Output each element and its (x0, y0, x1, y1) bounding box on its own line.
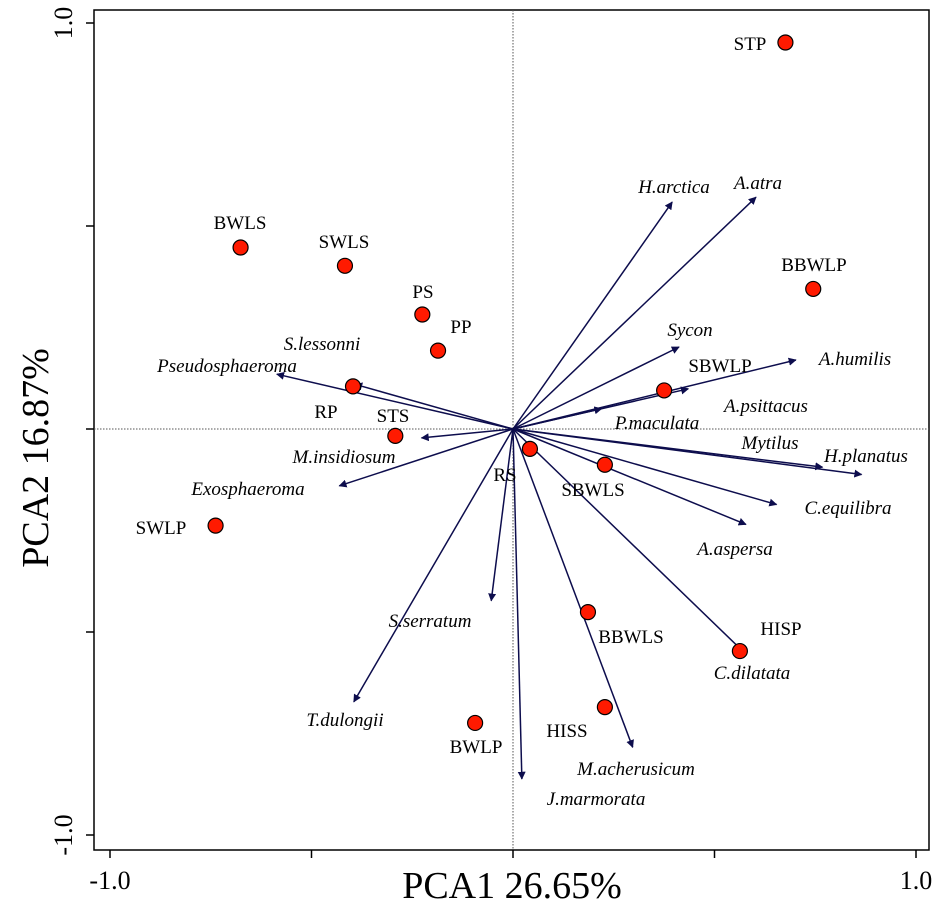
species-arrow-s-serratum (488, 428, 514, 602)
site-point-sbwls (596, 456, 613, 473)
site-label-sbwls: SBWLS (561, 480, 624, 501)
species-arrow-s-lessonni (354, 382, 514, 430)
species-arrow-c-dilatata (512, 428, 743, 652)
species-label-c-dilatata: C.dilatata (714, 663, 791, 684)
site-point-rp (344, 378, 362, 395)
site-point-sbwlp (656, 382, 673, 399)
site-point-sts (387, 427, 404, 445)
species-label-a-atra: A.atra (732, 173, 782, 194)
site-point-hisp (731, 642, 748, 660)
species-label-exosphaeroma: Exosphaeroma (190, 479, 304, 500)
species-label-m-insidiosum: M.insidiosum (292, 447, 396, 468)
species-label-h-arctica: H.arctica (637, 177, 710, 198)
site-point-bbwls (579, 604, 597, 621)
site-point-swls (336, 257, 354, 274)
site-point-pp (429, 342, 447, 359)
site-point-hiss (596, 699, 613, 716)
site-label-bbwls: BBWLS (598, 627, 663, 648)
y-axis-title: PCA2 16.87% (15, 348, 57, 568)
site-point-ps (414, 306, 431, 323)
species-label-p-maculata: P.maculata (614, 413, 700, 434)
species-label-c-equilibra: C.equilibra (804, 498, 891, 519)
site-label-hisp: HISP (760, 619, 801, 640)
species-arrow-m-acherusicum (512, 428, 634, 749)
site-label-hiss: HISS (546, 721, 587, 742)
site-label-rp: RP (314, 402, 337, 423)
site-label-pp: PP (450, 317, 471, 338)
species-label-a-psittacus: A.psittacus (722, 396, 808, 417)
y-tick-label-1: -1.0 (49, 814, 78, 855)
site-label-stp: STP (734, 34, 767, 55)
site-point-rs (521, 440, 539, 457)
x-axis-title: PCA1 26.65% (402, 865, 622, 903)
species-label-s-serratum: S.serratum (389, 611, 472, 632)
site-point-stp (777, 34, 794, 51)
site-label-swls: SWLS (319, 232, 370, 253)
species-arrow-h-planatus (512, 428, 863, 478)
species-arrow-t-dulongii (353, 428, 514, 703)
site-label-rs: RS (493, 465, 516, 486)
site-label-sts: STS (377, 406, 410, 427)
species-label-a-humilis: A.humilis (817, 349, 891, 370)
species-label-j-marmorata: J.marmorata (547, 789, 646, 810)
species-label-sycon: Sycon (667, 320, 712, 341)
x-tick-label-1: 1.0 (900, 866, 933, 895)
y-tick-label-0: 1.0 (49, 7, 78, 40)
site-point-bwlp (467, 714, 484, 732)
species-label-h-planatus: H.planatus (823, 446, 908, 467)
site-label-bwlp: BWLP (450, 737, 503, 758)
site-point-swlp (207, 517, 224, 534)
species-arrow-sycon (512, 346, 680, 430)
site-label-bwls: BWLS (214, 213, 267, 234)
species-label-m-acherusicum: M.acherusicum (576, 759, 695, 780)
plot-frame (93, 9, 930, 851)
species-label-a-aspersa: A.aspersa (695, 539, 772, 560)
x-tick-label-0: -1.0 (89, 866, 130, 895)
species-arrow-m-insidiosum (420, 428, 514, 442)
species-arrow-pseudosphaeroma (276, 371, 514, 430)
species-arrow-exosphaeroma (338, 428, 514, 488)
site-point-bwls (232, 239, 249, 256)
species-label-pseudosphaeroma: Pseudosphaeroma (156, 356, 297, 377)
species-arrow-j-marmorata (512, 428, 526, 780)
species-label-t-dulongii: T.dulongii (306, 710, 383, 731)
species-label-mytilus: Mytilus (741, 433, 799, 454)
species-arrow-h-arctica (512, 201, 673, 430)
site-label-bbwlp: BBWLP (781, 255, 846, 276)
species-arrow-p-maculata (512, 406, 603, 430)
site-point-bbwlp (805, 280, 822, 298)
site-label-ps: PS (412, 282, 433, 303)
site-label-swlp: SWLP (136, 518, 187, 539)
species-arrow-a-aspersa (512, 428, 747, 526)
site-label-sbwlp: SBWLP (688, 356, 751, 377)
species-label-s-lessonni: S.lessonni (284, 334, 361, 355)
species-arrow-c-equilibra (512, 428, 778, 507)
species-arrow-a-atra (512, 196, 757, 430)
